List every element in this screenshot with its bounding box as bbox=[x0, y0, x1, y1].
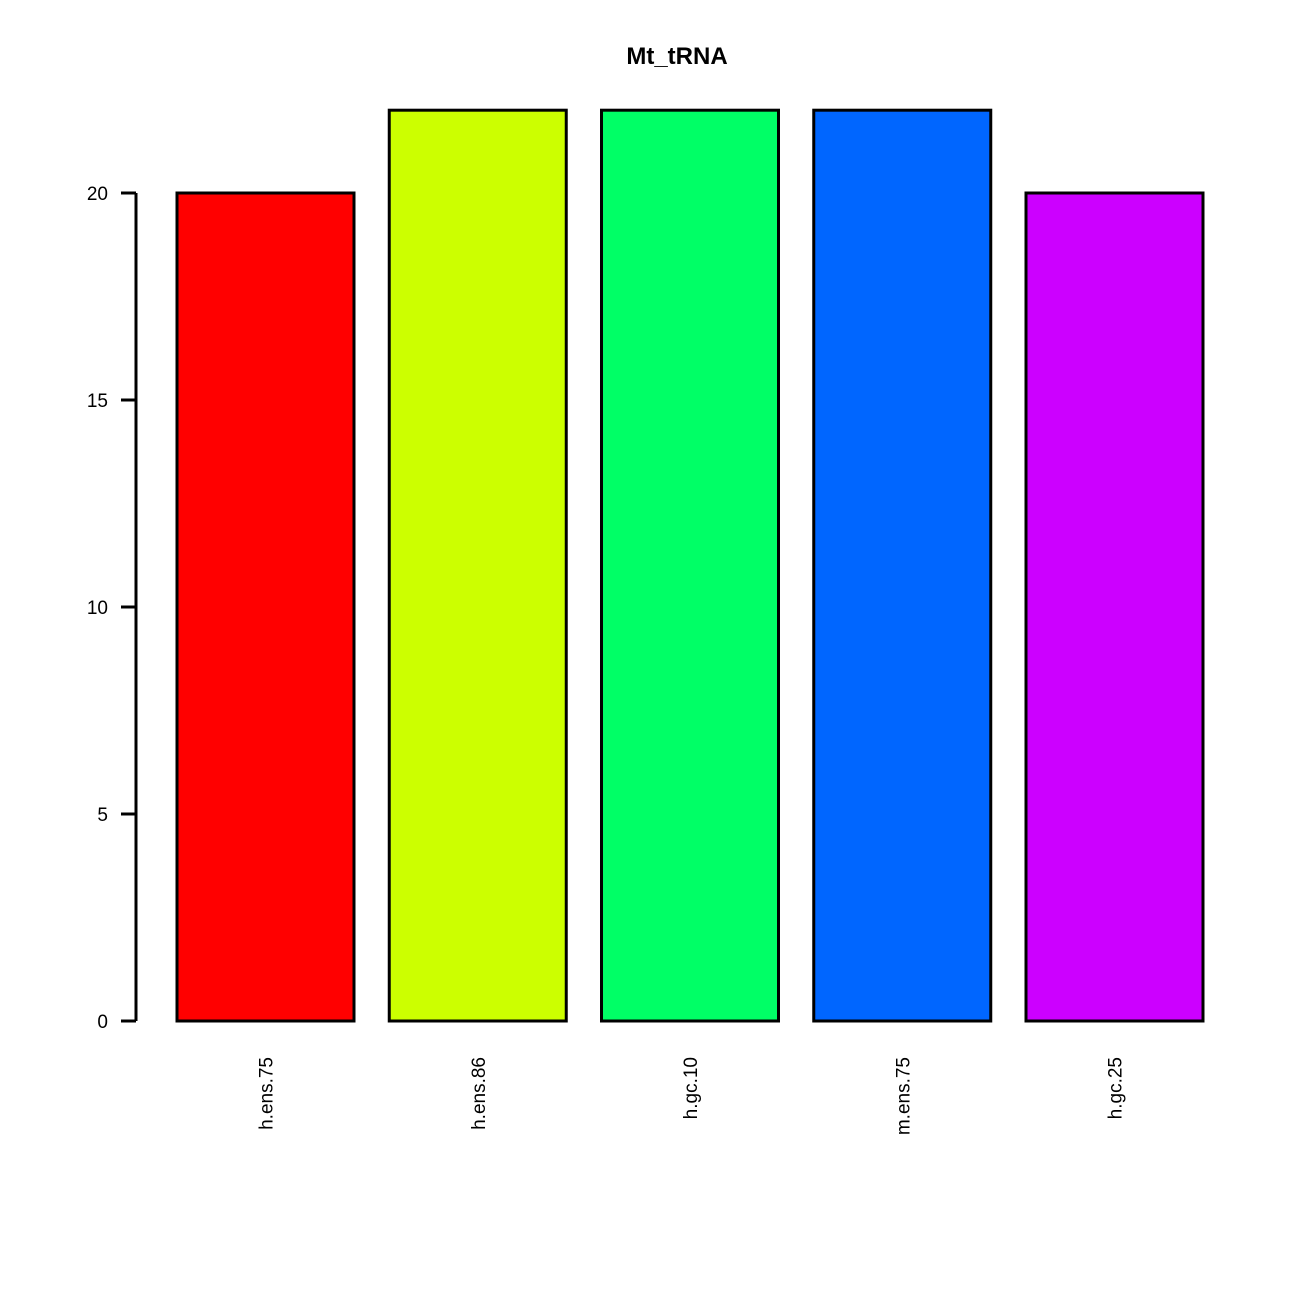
y-tick-label: 15 bbox=[87, 391, 108, 412]
x-category-label: h.gc.25 bbox=[1106, 1057, 1127, 1119]
bars bbox=[175, 108, 1205, 1023]
y-axis: 0 5 10 15 20 bbox=[87, 184, 138, 1033]
bar-h.gc.25 bbox=[1024, 191, 1205, 1023]
bar-h.ens.75 bbox=[175, 191, 356, 1023]
y-tick-label: 10 bbox=[87, 598, 108, 619]
y-tick-label: 0 bbox=[97, 1012, 108, 1033]
x-axis-labels: h.ens.75 h.ens.86 h.gc.10 m.ens.75 h.gc.25 bbox=[257, 1057, 1127, 1135]
bar-h.ens.86 bbox=[387, 108, 568, 1023]
bar-m.ens.75 bbox=[812, 108, 993, 1023]
x-category-label: h.ens.86 bbox=[469, 1057, 490, 1130]
y-tick-label: 5 bbox=[97, 805, 108, 826]
x-category-label: h.gc.10 bbox=[681, 1057, 702, 1119]
x-category-label: h.ens.75 bbox=[257, 1057, 278, 1130]
y-tick-label: 20 bbox=[87, 184, 108, 205]
bar-h.gc.10 bbox=[600, 108, 780, 1023]
chart-title: Mt_tRNA bbox=[626, 43, 727, 70]
x-category-label: m.ens.75 bbox=[893, 1057, 914, 1135]
